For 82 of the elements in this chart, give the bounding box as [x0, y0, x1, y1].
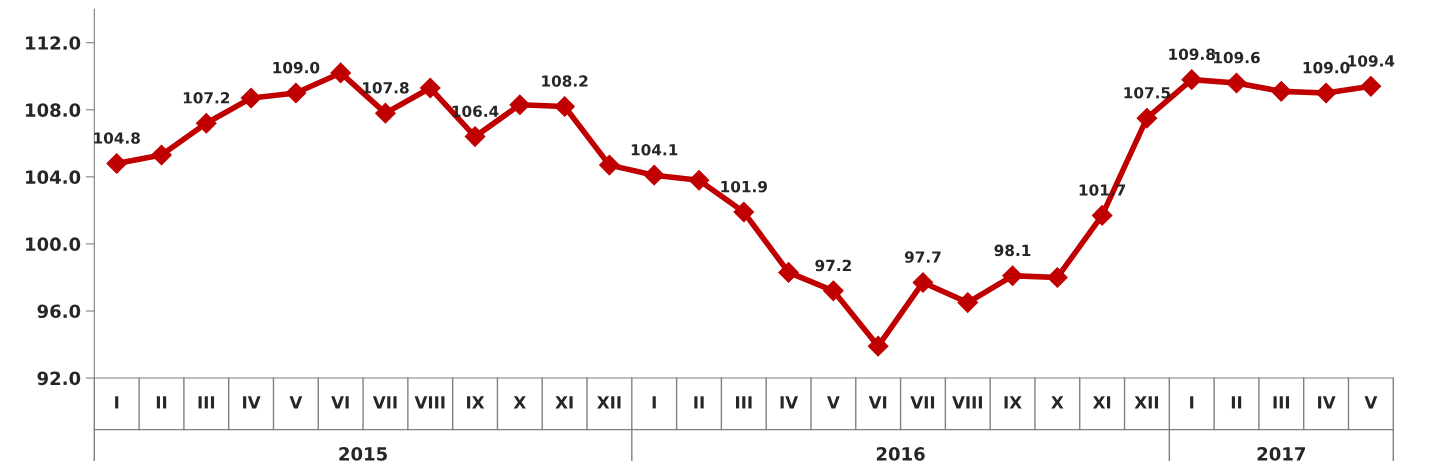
point [285, 82, 307, 104]
x-tick-label: VII [372, 396, 397, 409]
x-tick-label: II [156, 396, 167, 409]
point [599, 154, 620, 176]
x-tick-label: I [1190, 396, 1194, 409]
data-label: 98.1 [994, 244, 1031, 257]
x-tick-label: IX [1004, 396, 1022, 409]
data-label: 97.7 [904, 251, 941, 263]
data-label: 109.4 [1348, 55, 1395, 67]
y-tick-label: 96.0 [37, 304, 81, 319]
x-tick-label: VII [910, 396, 935, 409]
data-label: 101.9 [721, 180, 767, 193]
x-tick-label: III [736, 396, 752, 409]
point [195, 112, 217, 134]
point [240, 87, 262, 109]
x-tick-label: II [1231, 396, 1242, 409]
point [688, 169, 710, 191]
point [554, 96, 575, 117]
x-tick-label: VI [331, 396, 349, 409]
x-tick-label: I [115, 396, 119, 409]
data-label: 107.2 [183, 92, 230, 104]
x-tick-label: VIII [414, 396, 445, 409]
point [1047, 267, 1068, 288]
point [823, 280, 844, 302]
point [375, 102, 396, 124]
y-tick-label: 92.0 [37, 371, 81, 386]
x-tick-label: VIII [952, 396, 982, 409]
point [1091, 205, 1113, 226]
x-tick-label: IX [467, 396, 485, 409]
x-tick-label: IV [1318, 396, 1336, 409]
point [643, 164, 665, 186]
y-tick-label: 108.0 [26, 103, 81, 117]
data-label: 107.8 [363, 81, 409, 94]
point [419, 77, 441, 99]
point [1270, 81, 1292, 102]
x-tick-label: II [694, 396, 704, 409]
x-tick-label: V [1364, 396, 1378, 409]
x-tick-label: III [198, 396, 215, 409]
data-label: 109.8 [1169, 48, 1215, 60]
point [151, 144, 172, 166]
data-label: 109.0 [273, 61, 320, 74]
x-tick-label: V [827, 396, 840, 409]
x-tick-label: X [513, 396, 526, 409]
point [464, 126, 486, 147]
data-label: 108.2 [542, 75, 588, 87]
point [509, 94, 531, 116]
text: 2017 [1257, 447, 1305, 461]
y-tick-label: 100.0 [26, 237, 81, 252]
point [778, 262, 799, 283]
data-label: 109.0 [1303, 61, 1350, 74]
y-tick-label: 104.0 [26, 170, 81, 184]
x-tick-label: I [652, 396, 656, 409]
point [1136, 107, 1158, 129]
point [1002, 265, 1023, 287]
x-tick-label: X [1051, 396, 1064, 409]
x-tick-label: XII [597, 396, 621, 409]
x-tick-label: XII [1134, 396, 1159, 409]
point [330, 62, 352, 84]
point [733, 201, 755, 223]
x-tick-label: V [289, 396, 303, 409]
x-tick-label: IV [243, 396, 261, 409]
data-label: 104.1 [631, 144, 678, 156]
data-label: 109.6 [1214, 51, 1260, 64]
x-tick-label: XI [555, 396, 573, 409]
point [1360, 75, 1382, 97]
x-tick-label: XI [1092, 396, 1111, 409]
x-tick-label: III [1273, 396, 1290, 409]
x-tick-label: IV [780, 396, 799, 409]
x-tick-label: VI [868, 396, 887, 409]
point [957, 292, 979, 313]
point [106, 153, 128, 174]
point [1181, 69, 1203, 90]
y-tick-label: 112.0 [26, 36, 81, 50]
point [912, 272, 934, 293]
text: 2016 [876, 447, 925, 461]
text: 2015 [339, 447, 387, 461]
data-label: 97.2 [815, 259, 851, 272]
data-label: 107.5 [1124, 87, 1171, 99]
data-label: 104.8 [94, 132, 140, 144]
point [867, 335, 889, 357]
point [1315, 82, 1337, 104]
point [1226, 72, 1247, 94]
